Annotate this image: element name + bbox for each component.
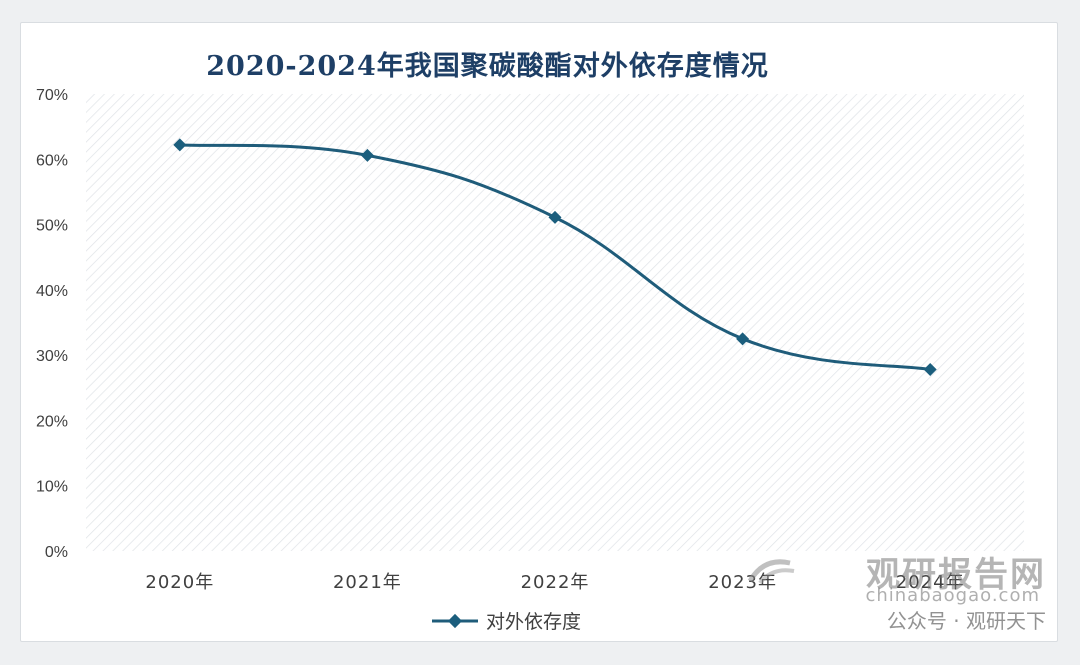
- y-tick-label: 60%: [36, 152, 68, 169]
- x-tick-label: 2022年: [521, 572, 590, 593]
- y-tick-label: 10%: [36, 479, 68, 496]
- y-tick-label: 30%: [36, 348, 68, 365]
- watermark-domain: chinabaogao.com: [865, 585, 1040, 606]
- watermark-social: 公众号 · 观研天下: [886, 609, 1046, 633]
- watermark: 观研报告网 chinabaogao.com 公众号 · 观研天下: [746, 547, 1046, 637]
- data-point-marker: [173, 138, 187, 152]
- x-tick-label: 2024年: [896, 572, 965, 593]
- plot-area: [86, 94, 1024, 551]
- data-point-marker: [548, 210, 562, 224]
- x-tick-label: 2023年: [708, 572, 777, 593]
- watermark-brand: 观研报告网: [866, 555, 1046, 595]
- legend-label: 对外依存度: [486, 611, 581, 633]
- y-tick-label: 0%: [45, 544, 68, 561]
- y-tick-label: 70%: [36, 87, 68, 104]
- watermark-logo-icon: [747, 559, 795, 585]
- data-point-marker: [923, 363, 937, 377]
- data-point-marker: [360, 148, 374, 162]
- y-tick-label: 20%: [36, 413, 68, 430]
- legend-marker: [447, 613, 463, 629]
- y-tick-label: 40%: [36, 283, 68, 300]
- x-tick-label: 2021年: [333, 572, 402, 593]
- chart-title: 2020-2024年我国聚碳酸酯对外依存度情况: [206, 51, 769, 82]
- y-tick-label: 50%: [36, 218, 68, 235]
- x-tick-label: 2020年: [145, 572, 214, 593]
- data-point-marker: [736, 332, 750, 346]
- legend: 对外依存度: [432, 611, 581, 633]
